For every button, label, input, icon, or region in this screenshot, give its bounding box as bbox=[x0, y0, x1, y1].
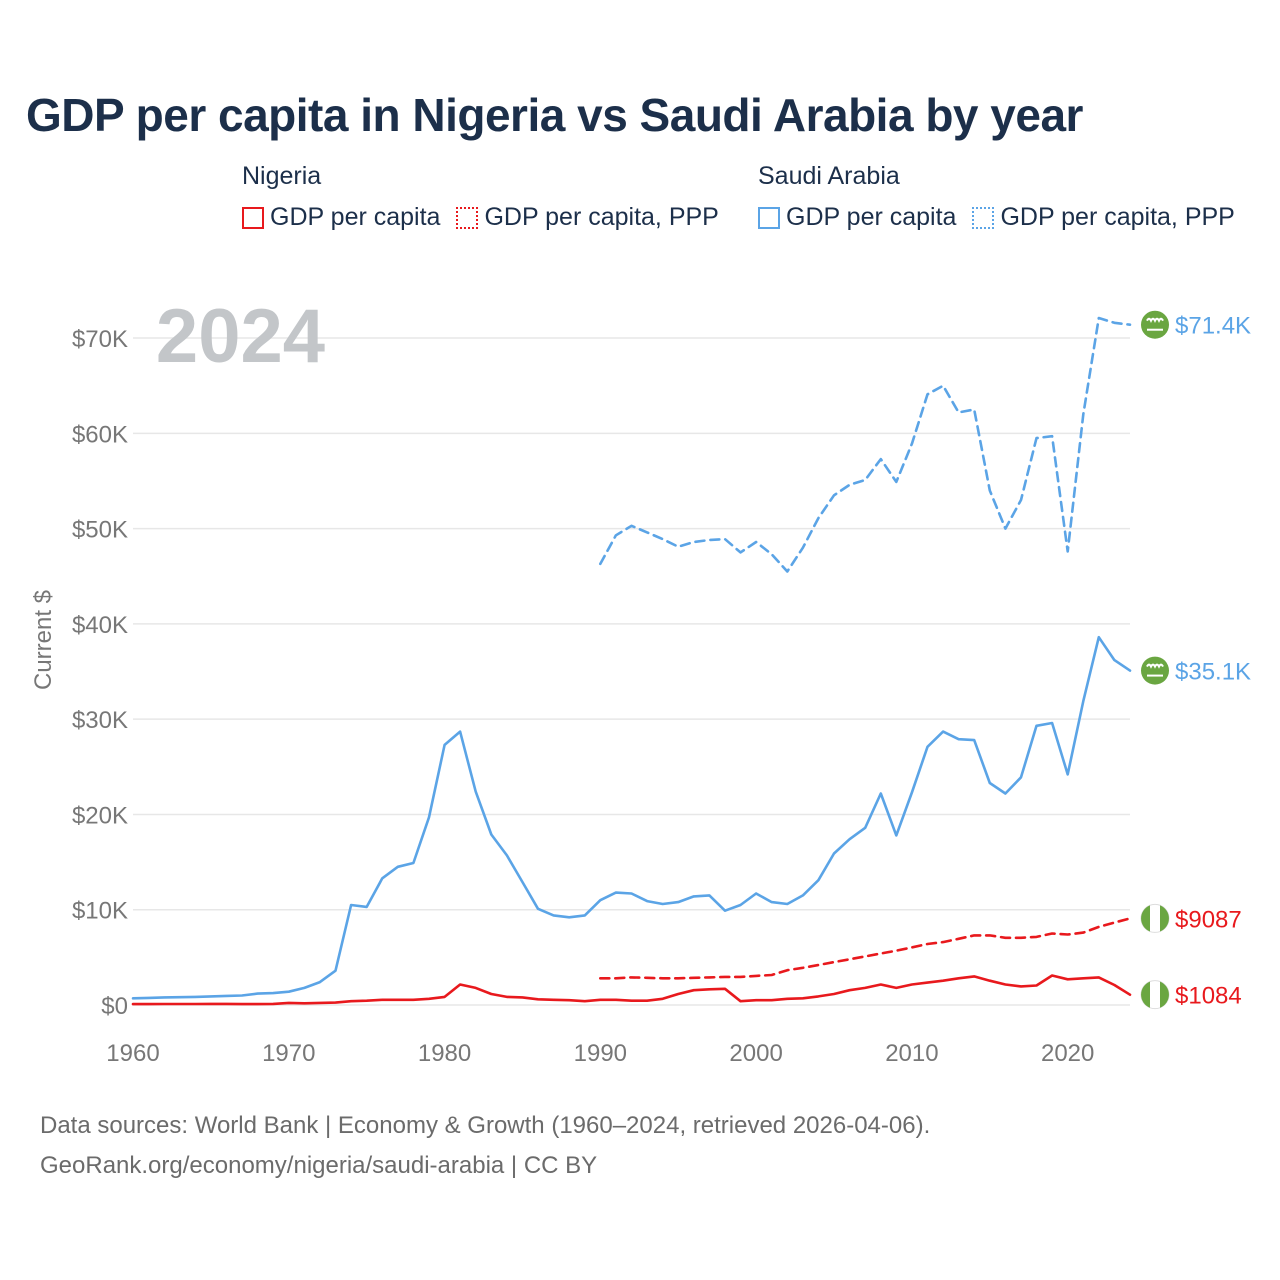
legend-item-label: GDP per capita bbox=[270, 203, 441, 231]
x-tick-label: 2020 bbox=[1041, 1040, 1094, 1067]
saudi-flag-icon bbox=[1141, 656, 1169, 685]
saudi-flag-icon bbox=[1141, 310, 1169, 339]
legend-item-saudi-gdp[interactable]: GDP per capita bbox=[758, 203, 956, 232]
end-value-label: $1084 bbox=[1175, 983, 1242, 1010]
legend-swatch-solid-red bbox=[242, 206, 264, 229]
x-tick-label: 1960 bbox=[106, 1040, 159, 1067]
nigeria-flag-icon bbox=[1140, 903, 1170, 933]
y-tick-label: $70K bbox=[72, 326, 128, 353]
legend-item-saudi-gdp-ppp[interactable]: GDP per capita, PPP bbox=[972, 203, 1235, 232]
series-line-saudi-arabia-gdp-per-capita[interactable] bbox=[131, 635, 1132, 1000]
nigeria-flag-icon bbox=[1140, 980, 1170, 1010]
y-tick-label: $10K bbox=[72, 898, 128, 925]
legend-country-label: Saudi Arabia bbox=[758, 162, 900, 190]
legend-swatch-dotted-red bbox=[456, 206, 479, 229]
legend-item-label: GDP per capita, PPP bbox=[484, 203, 719, 231]
x-tick-label: 1970 bbox=[262, 1040, 315, 1067]
y-axis-ticks: $0 $10K $20K $30K $40K $50K $60K $70K bbox=[72, 326, 128, 1020]
y-tick-label: $30K bbox=[72, 707, 128, 734]
y-tick-label: $60K bbox=[72, 421, 128, 448]
x-axis-ticks: 1960 1970 1980 1990 2000 2010 2020 bbox=[106, 1040, 1094, 1067]
legend-group-saudi-arabia: Saudi Arabia GDP per capita GDP per capi… bbox=[758, 162, 1235, 232]
y-axis-label: Current $ bbox=[30, 590, 57, 690]
year-watermark: 2024 bbox=[156, 294, 325, 379]
source-note: Data sources: World Bank | Economy & Gro… bbox=[40, 1106, 930, 1186]
chart-title: GDP per capita in Nigeria vs Saudi Arabi… bbox=[26, 89, 1083, 141]
legend-item-label: GDP per capita, PPP bbox=[1000, 203, 1235, 231]
end-labels: $71.4K $35.1K $9087 $1084 bbox=[1140, 310, 1251, 1010]
y-tick-label: $20K bbox=[72, 802, 128, 829]
legend-item-label: GDP per capita bbox=[786, 203, 957, 231]
source-line-2[interactable]: GeoRank.org/economy/nigeria/saudi-arabia… bbox=[40, 1152, 598, 1179]
series-line-saudi-arabia-gdp-per-capita-ppp[interactable] bbox=[598, 316, 1132, 573]
y-tick-label: $40K bbox=[72, 612, 128, 639]
end-value-label: $35.1K bbox=[1175, 659, 1251, 686]
end-value-label: $71.4K bbox=[1175, 313, 1251, 340]
y-tick-label: $0 bbox=[101, 993, 128, 1020]
legend-country-label: Nigeria bbox=[242, 162, 322, 190]
legend-group-nigeria: Nigeria GDP per capita GDP per capita, P… bbox=[242, 162, 719, 232]
series-line-nigeria-gdp-per-capita[interactable] bbox=[131, 974, 1132, 1006]
legend-item-nigeria-gdp[interactable]: GDP per capita bbox=[242, 203, 440, 232]
data-series bbox=[131, 316, 1132, 1006]
legend-swatch-solid-blue bbox=[758, 206, 780, 229]
x-tick-label: 2010 bbox=[885, 1040, 938, 1067]
legend-swatch-dotted-blue bbox=[972, 206, 995, 229]
grid-lines bbox=[133, 337, 1130, 1006]
legend-item-nigeria-gdp-ppp[interactable]: GDP per capita, PPP bbox=[456, 203, 719, 232]
x-tick-label: 2000 bbox=[729, 1040, 782, 1067]
source-line-1: Data sources: World Bank | Economy & Gro… bbox=[40, 1112, 931, 1139]
y-tick-label: $50K bbox=[72, 517, 128, 544]
series-line-nigeria-gdp-per-capita-ppp[interactable] bbox=[598, 917, 1132, 980]
x-tick-label: 1980 bbox=[418, 1040, 471, 1067]
x-tick-label: 1990 bbox=[574, 1040, 627, 1067]
end-value-label: $9087 bbox=[1175, 906, 1242, 933]
